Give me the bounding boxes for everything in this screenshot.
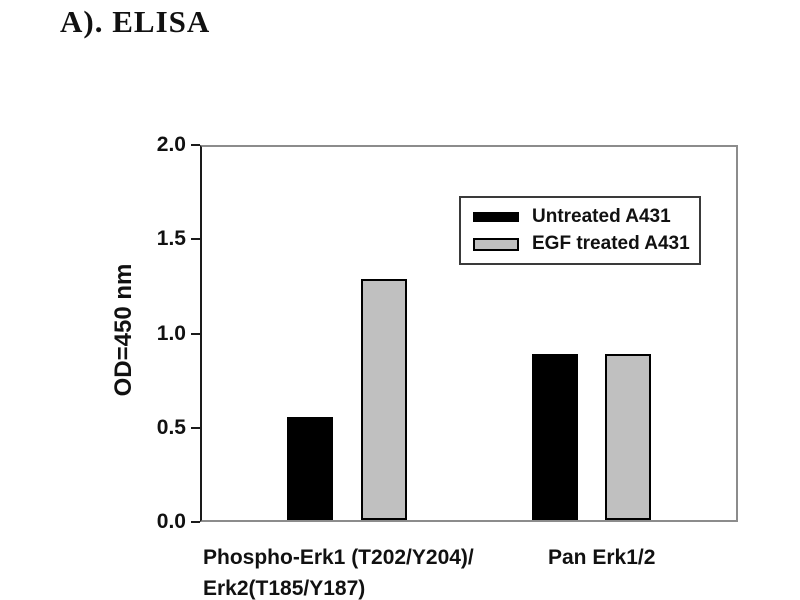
y-tick-0.0 [191,521,200,523]
legend-swatch-untreated [473,212,519,222]
legend-item-egf-treated: EGF treated A431 [473,233,699,255]
bar-egf-treated-group0 [361,279,407,520]
y-tick-2.0 [191,144,200,146]
bar-untreated-group0 [287,417,333,520]
y-tick-label-1.0: 1.0 [156,322,186,345]
legend-item-untreated: Untreated A431 [473,206,699,228]
x-category-label-pan-erk: Pan Erk1/2 [548,546,656,569]
legend-label-untreated: Untreated A431 [532,206,671,227]
figure-title: A). ELISA [60,4,211,39]
y-tick-label-1.5: 1.5 [156,227,186,250]
y-tick-label-2.0: 2.0 [156,133,186,156]
y-tick-0.5 [191,427,200,429]
x-category-label-phospho-erk: Phospho-Erk1 (T202/Y204)/ Erk2(T185/Y187… [203,546,474,600]
legend: Untreated A431 EGF treated A431 [459,196,701,265]
legend-label-egf-treated: EGF treated A431 [532,233,690,254]
y-tick-1.5 [191,238,200,240]
y-axis-title: OD=450 nm [110,263,137,397]
legend-swatch-egf-treated [473,237,519,251]
y-tick-label-0.5: 0.5 [156,416,186,439]
y-tick-1.0 [191,333,200,335]
bar-egf-treated-group1 [605,354,651,520]
y-tick-label-0.0: 0.0 [156,510,186,533]
bar-untreated-group1 [532,354,578,520]
